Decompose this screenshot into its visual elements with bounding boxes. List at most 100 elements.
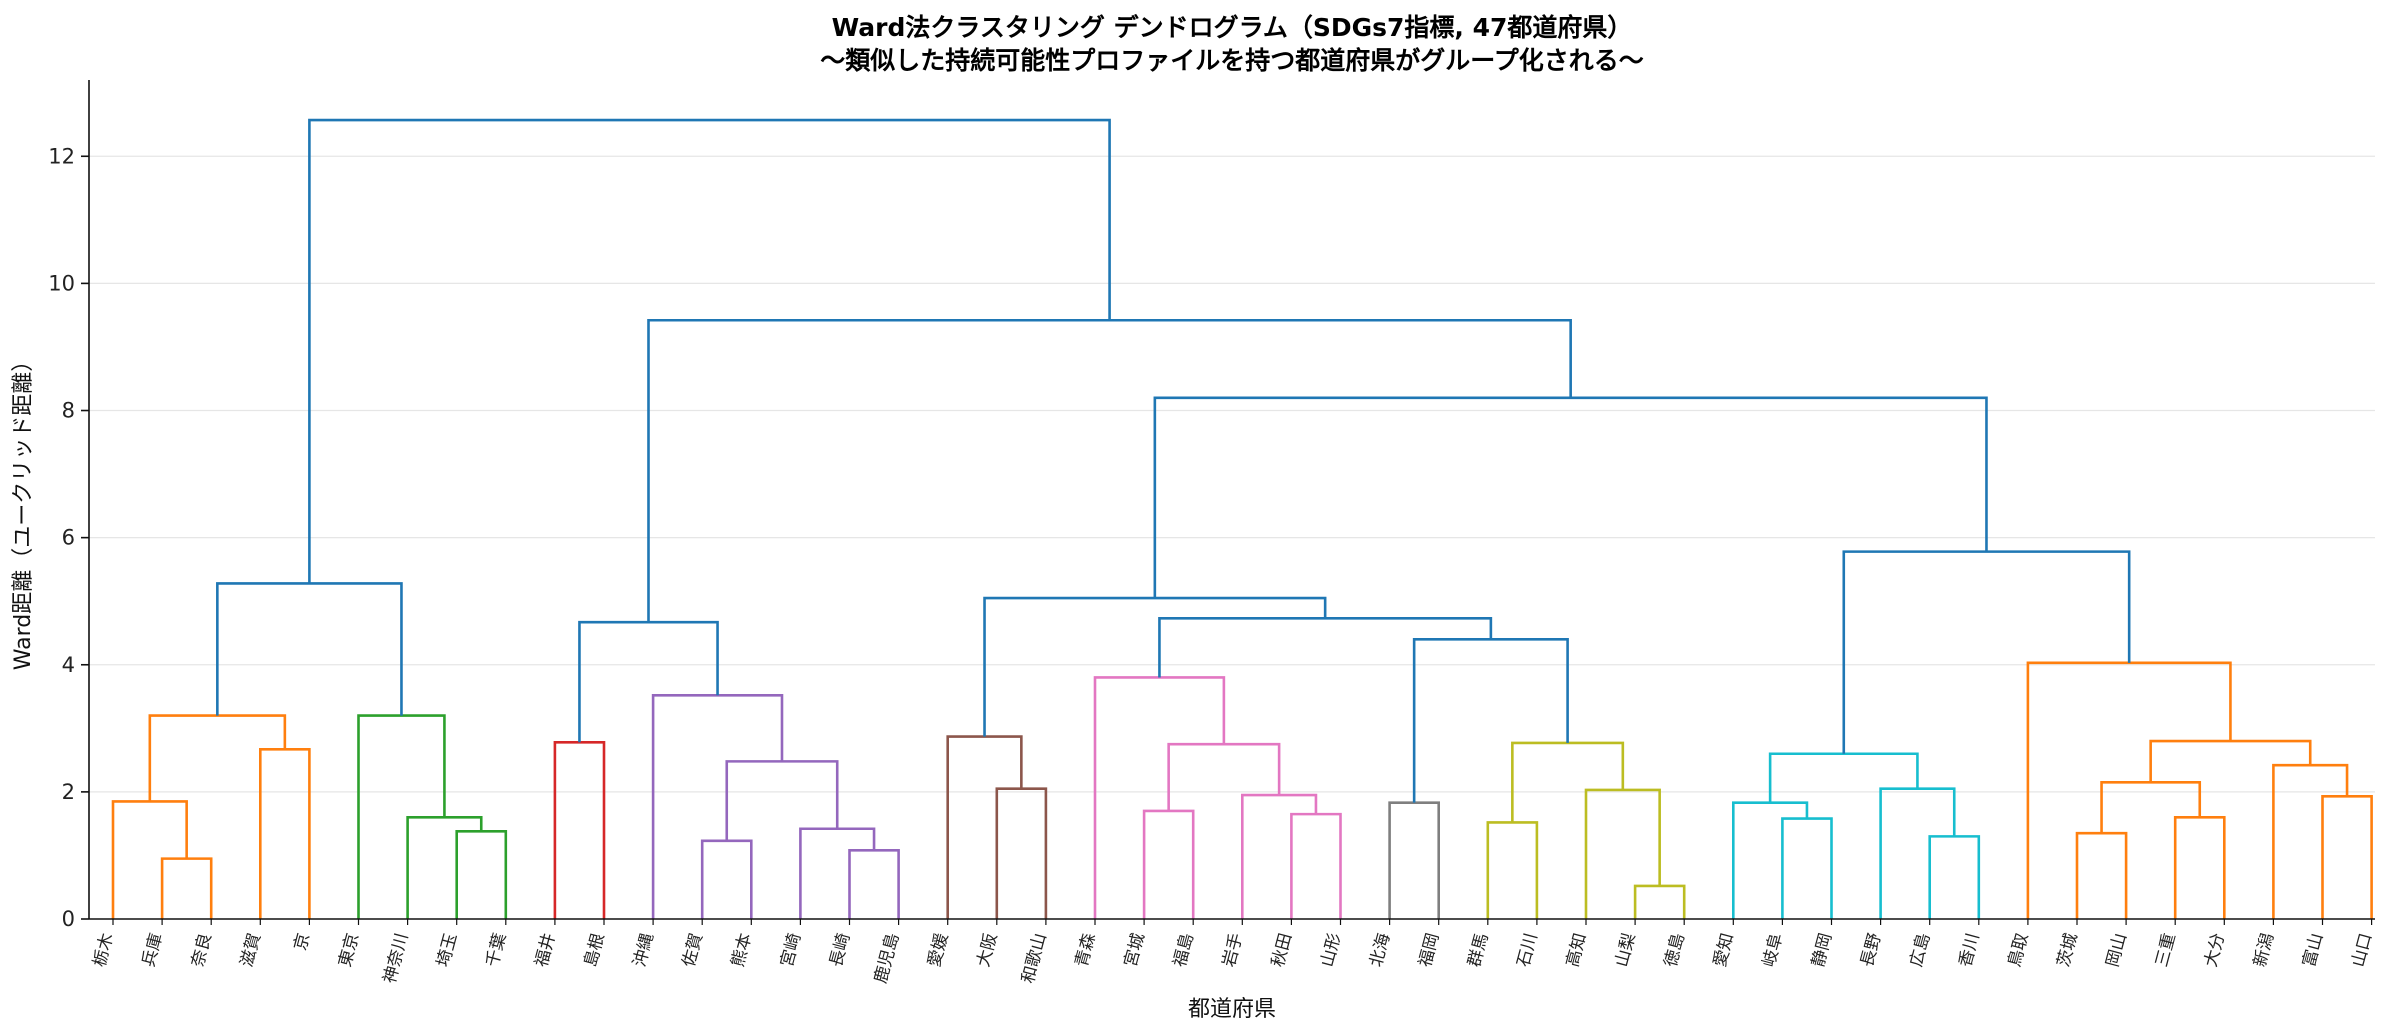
- leaf-label: 青森: [1072, 931, 1100, 969]
- leaf-label: 奈良: [188, 931, 216, 969]
- dendrogram-link: [1732, 801, 1809, 919]
- leaf-label: 静岡: [1808, 931, 1836, 969]
- dendrogram-link: [651, 693, 784, 919]
- leaf-label: 京: [291, 931, 315, 953]
- dendrogram-link: [1633, 884, 1686, 919]
- leaf-label: 広島: [1906, 931, 1934, 969]
- dendrogram-link: [308, 118, 1111, 584]
- leaf-label: 岐阜: [1759, 931, 1787, 969]
- y-tick-label: 4: [62, 653, 75, 677]
- dendrogram-link: [1290, 812, 1342, 919]
- dendrogram-link: [1928, 835, 1981, 919]
- leaf-label: 愛媛: [924, 931, 952, 969]
- dendrogram-link: [700, 839, 753, 919]
- dendrogram-link: [848, 849, 900, 919]
- leaf-label: 山口: [2348, 931, 2376, 969]
- dendrogram-link: [259, 747, 311, 919]
- x-axis-label: 都道府県: [1188, 997, 1276, 1022]
- leaf-label: 島根: [581, 931, 609, 969]
- leaf-label: 沖縄: [630, 931, 658, 969]
- dendrogram-link: [1768, 752, 1919, 803]
- leaf-label: 鳥取: [2005, 931, 2033, 969]
- y-tick-label: 0: [62, 907, 75, 931]
- leaf-label: 滋賀: [237, 931, 265, 969]
- leaf-label: 埼玉: [433, 931, 461, 969]
- dendrogram-link: [2100, 781, 2202, 834]
- y-tick-label: 2: [62, 780, 75, 804]
- leaf-label: 富山: [2299, 931, 2327, 969]
- leaf-label: 香川: [1956, 931, 1984, 969]
- dendrogram-link: [1584, 788, 1661, 919]
- dendrogram-link: [1158, 617, 1493, 678]
- dendrogram-link: [216, 582, 403, 716]
- leaf-label: 山形: [1317, 931, 1345, 969]
- leaf-label: 茨城: [2054, 931, 2082, 969]
- dendrogram-link: [1167, 742, 1281, 811]
- leaf-label: 徳島: [1661, 931, 1689, 969]
- leaf-label: 福島: [1170, 931, 1198, 969]
- leaf-label: 高知: [1563, 931, 1591, 969]
- leaf-label: 新潟: [2250, 931, 2278, 969]
- leaf-label: 宮城: [1121, 931, 1149, 969]
- leaf-label: 熊本: [728, 931, 756, 969]
- leaf-labels: 栃木 兵庫 奈良 滋賀 京東京 神奈川 埼玉 千葉 福井 島根 沖縄 佐賀 熊本 宮崎 長崎 鹿児島 愛媛 大阪和…: [90, 919, 2376, 986]
- leaf-label: 群馬: [1465, 931, 1493, 969]
- dendrogram-link: [2321, 795, 2373, 919]
- dendrogram-link: [1781, 817, 1833, 919]
- dendrogram-link: [578, 620, 719, 743]
- leaf-label: 千葉: [483, 931, 511, 969]
- leaf-label: 佐賀: [679, 931, 707, 969]
- leaf-label: 山梨: [1612, 931, 1640, 969]
- dendrogram-link: [1093, 676, 1226, 919]
- dendrogram-link: [1412, 638, 1569, 803]
- dendrogram-link: [1842, 550, 2131, 754]
- dendrogram-link: [1486, 821, 1539, 919]
- dendrogram-link: [2173, 816, 2226, 919]
- dendrogram-link: [647, 318, 1572, 623]
- leaf-label: 岩手: [1219, 931, 1247, 969]
- y-tick-label: 6: [62, 526, 75, 550]
- leaf-label: 和歌山: [1018, 931, 1051, 985]
- dendrogram-link: [455, 829, 508, 919]
- dendrogram-link: [983, 596, 1327, 737]
- leaf-label: 石川: [1514, 931, 1542, 969]
- dendrogram-link: [1241, 793, 1318, 919]
- leaf-label: 愛知: [1710, 931, 1738, 969]
- dendrogram-link: [799, 827, 876, 919]
- dendrogram-link: [1879, 787, 1956, 919]
- leaf-label: 兵庫: [139, 931, 167, 969]
- y-axis-label: Ward距離（ユークリッド距離）: [11, 350, 36, 670]
- leaf-label: 大分: [2201, 931, 2229, 969]
- dendrogram-link: [946, 735, 1023, 919]
- dendrogram-link: [1388, 801, 1440, 919]
- dendrogram-link: [148, 714, 287, 802]
- leaf-label: 長野: [1857, 931, 1885, 969]
- dendrogram-link: [2075, 831, 2128, 919]
- leaf-label: 北海: [1366, 931, 1394, 969]
- dendrogram-link: [1511, 741, 1625, 823]
- leaf-label: 秋田: [1268, 931, 1296, 969]
- leaf-label: 宮崎: [777, 931, 805, 969]
- dendrogram-link: [2026, 661, 2232, 919]
- chart-title: Ward法クラスタリング デンドログラム（SDGs7指標, 47都道府県）: [832, 13, 1633, 42]
- dendrogram-links: [111, 118, 2373, 919]
- dendrogram-link: [725, 760, 839, 841]
- dendrogram-link: [2272, 763, 2349, 919]
- y-tick-label: 12: [48, 144, 75, 168]
- grid-lines: [89, 155, 2375, 793]
- y-tick-label: 8: [62, 399, 75, 423]
- y-axis-ticks: 0 2 4 6 8 10 12: [48, 144, 89, 931]
- dendrogram-link: [111, 800, 188, 919]
- dendrogram-link: [1153, 396, 1988, 599]
- dendrogram-link: [553, 741, 606, 919]
- leaf-label: 神奈川: [380, 931, 413, 985]
- leaf-label: 福岡: [1415, 931, 1443, 969]
- leaf-label: 長崎: [826, 931, 854, 969]
- leaf-label: 鹿児島: [871, 931, 904, 985]
- chart-subtitle: 〜類似した持続可能性プロファイルを持つ都道府県がグループ化される〜: [820, 46, 1644, 75]
- dendrogram-link: [1142, 809, 1195, 919]
- leaf-label: 岡山: [2103, 931, 2131, 969]
- leaf-label: 東京: [335, 931, 363, 969]
- dendrogram-link: [2149, 739, 2312, 783]
